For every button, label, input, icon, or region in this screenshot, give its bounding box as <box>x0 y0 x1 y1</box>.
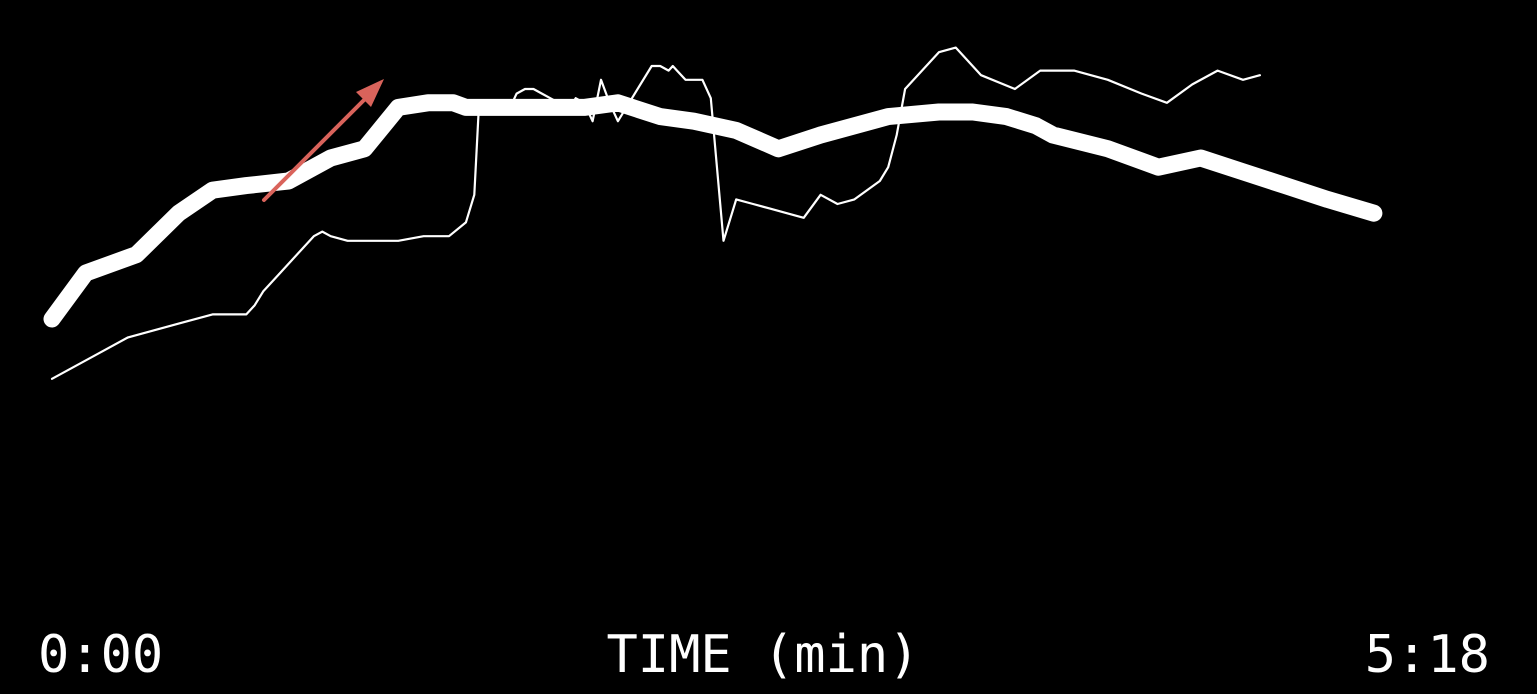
x-axis-title: TIME (min) <box>606 625 919 685</box>
annotation-arrow-head <box>356 79 384 107</box>
x-axis-end-label: 5:18 <box>1365 625 1490 685</box>
series-line-thin <box>50 46 1262 380</box>
annotation-layer <box>262 79 384 202</box>
x-axis-start-label: 0:00 <box>38 625 163 685</box>
annotation-arrow-shaft <box>262 90 374 202</box>
